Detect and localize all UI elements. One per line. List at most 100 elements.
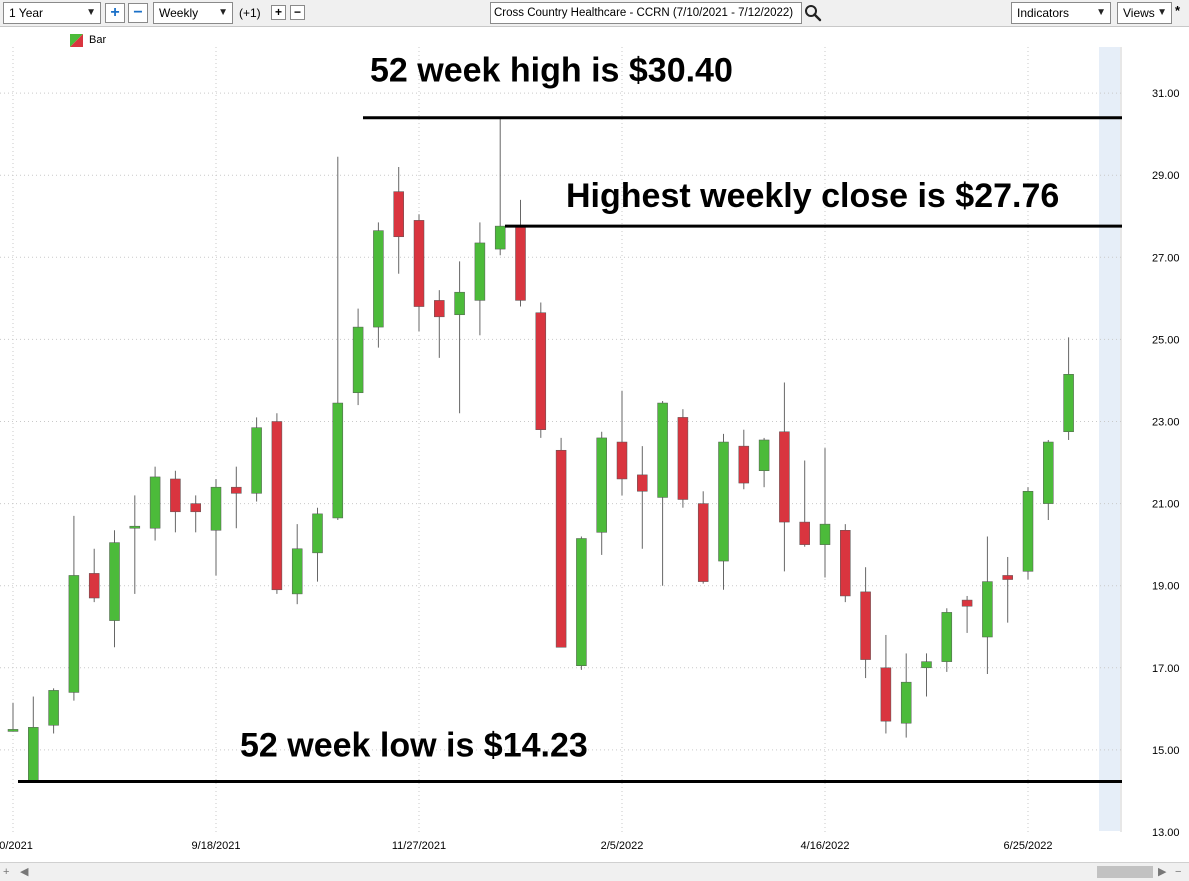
candle (474, 222, 486, 336)
candle-body (657, 402, 668, 498)
symbol-input[interactable]: Cross Country Healthcare - CCRN (7/10/20… (490, 2, 802, 24)
zoom-out-button[interactable]: − (128, 3, 148, 23)
candle (1002, 556, 1013, 623)
candle-body (779, 431, 790, 523)
candle (555, 437, 567, 648)
candle-body (1002, 575, 1013, 580)
candle (941, 608, 953, 672)
candle-body (332, 402, 344, 519)
candle (149, 466, 161, 541)
candle-body (576, 538, 587, 666)
period-select[interactable]: 1 Year (3, 2, 101, 24)
candle-body (190, 503, 201, 513)
candle (373, 222, 384, 348)
indicators-dropdown[interactable]: Indicators (1011, 2, 1111, 24)
candle (961, 595, 973, 633)
candle-body (819, 523, 831, 545)
candle (921, 653, 932, 697)
offset-increase-button[interactable]: + (271, 5, 286, 20)
scrollbar-thumb[interactable] (1097, 866, 1153, 878)
scroll-plus-icon[interactable]: + (3, 866, 10, 878)
y-tick-label: 17.00 (1152, 663, 1180, 675)
candle (697, 491, 709, 584)
candle (7, 702, 19, 732)
candle (576, 536, 587, 670)
candle (1022, 487, 1034, 580)
grid (0, 47, 1121, 832)
annotation-label: Highest weekly close is $27.76 (566, 177, 1059, 215)
candle-body (454, 291, 465, 316)
candle (840, 524, 851, 603)
candle-body (1022, 491, 1034, 572)
y-tick-label: 29.00 (1152, 170, 1180, 182)
candle (738, 429, 750, 490)
candle-body (677, 417, 689, 500)
candle-body (251, 427, 262, 494)
candle-body (637, 474, 648, 492)
interval-select[interactable]: Weekly (153, 2, 233, 24)
annotation-label: 52 week high is $30.40 (370, 52, 733, 90)
scroll-minus-icon[interactable]: − (1175, 866, 1182, 878)
candle-body (88, 573, 100, 599)
x-tick-label: 6/25/2022 (1004, 840, 1053, 852)
candle-body (515, 225, 526, 301)
candle-body (596, 437, 607, 533)
candle (900, 653, 912, 738)
candle-body (799, 521, 810, 545)
views-dropdown[interactable]: Views (1117, 2, 1172, 24)
candle (170, 470, 181, 533)
candle-body (413, 220, 425, 307)
current-period-highlight (1099, 47, 1120, 831)
scroll-left-icon[interactable]: ◀ (20, 866, 29, 878)
candle-body (474, 242, 486, 301)
search-icon[interactable] (804, 4, 822, 22)
time-axis: 10/2021 9/18/2021 11/27/2021 2/5/2022 4/16/2… (0, 840, 1052, 852)
scroll-right-icon[interactable]: ▶ (1158, 866, 1167, 878)
candle-body (1063, 374, 1074, 433)
candle-body (7, 729, 19, 732)
candle-body (109, 542, 120, 621)
candle-body (352, 326, 364, 394)
candle-body (718, 441, 729, 562)
candle-body (312, 513, 323, 554)
candle (860, 567, 871, 679)
x-tick-label: 10/2021 (0, 840, 33, 852)
annotations: 52 week high is $30.40 Highest weekly clo… (18, 52, 1122, 784)
y-tick-label: 23.00 (1152, 417, 1180, 429)
x-tick-label: 9/18/2021 (192, 840, 241, 852)
candle (129, 495, 141, 594)
candle (393, 166, 404, 274)
y-tick-label: 15.00 (1152, 745, 1180, 757)
candle (312, 507, 323, 582)
candle-body (68, 575, 80, 693)
views-label: Views (1123, 6, 1155, 20)
candle (210, 478, 222, 576)
horizontal-scrollbar[interactable]: + ◀ ▶ − (0, 862, 1189, 881)
candle-body (494, 225, 506, 250)
candle (1043, 439, 1054, 521)
candle-body (48, 690, 59, 726)
y-tick-label: 21.00 (1152, 499, 1180, 511)
candle (494, 117, 506, 256)
candle-body (738, 445, 750, 484)
candle-body (231, 486, 242, 494)
candle (88, 548, 100, 603)
candle (413, 214, 425, 332)
y-tick-label: 19.00 (1152, 581, 1180, 593)
candle (982, 536, 993, 674)
candle-body (434, 300, 445, 318)
x-tick-label: 11/27/2021 (392, 840, 446, 852)
symbol-input-value: Cross Country Healthcare - CCRN (7/10/20… (494, 7, 794, 19)
y-tick-label: 13.00 (1152, 827, 1180, 839)
candle-body (271, 421, 283, 591)
legend-label: Bar (89, 34, 107, 46)
candle (251, 417, 262, 502)
candle (596, 431, 607, 555)
candle (535, 302, 547, 438)
zoom-in-button[interactable]: + (105, 3, 125, 23)
candle (718, 433, 729, 590)
candle (616, 390, 628, 496)
candles (7, 117, 1074, 782)
offset-decrease-button[interactable]: − (290, 5, 305, 20)
offset-label: (+1) (239, 6, 261, 20)
